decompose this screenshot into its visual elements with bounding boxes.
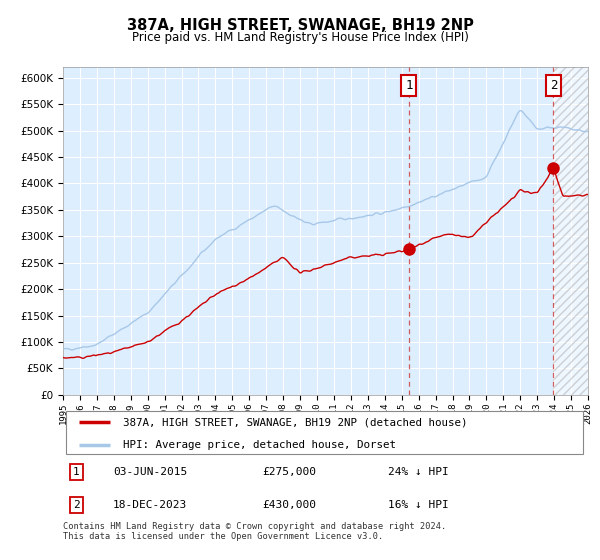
Text: 1: 1 xyxy=(73,467,79,477)
Text: £430,000: £430,000 xyxy=(263,500,317,510)
Text: 1: 1 xyxy=(405,79,413,92)
Text: 24% ↓ HPI: 24% ↓ HPI xyxy=(389,467,449,477)
Text: 387A, HIGH STREET, SWANAGE, BH19 2NP: 387A, HIGH STREET, SWANAGE, BH19 2NP xyxy=(127,18,473,33)
Bar xyxy=(553,67,588,395)
FancyBboxPatch shape xyxy=(65,411,583,454)
Text: Contains HM Land Registry data © Crown copyright and database right 2024.
This d: Contains HM Land Registry data © Crown c… xyxy=(63,522,446,542)
Text: 18-DEC-2023: 18-DEC-2023 xyxy=(113,500,187,510)
Text: 387A, HIGH STREET, SWANAGE, BH19 2NP (detached house): 387A, HIGH STREET, SWANAGE, BH19 2NP (de… xyxy=(124,417,468,427)
Text: 2: 2 xyxy=(73,500,79,510)
Text: Price paid vs. HM Land Registry's House Price Index (HPI): Price paid vs. HM Land Registry's House … xyxy=(131,31,469,44)
Text: £275,000: £275,000 xyxy=(263,467,317,477)
Text: 2: 2 xyxy=(550,79,557,92)
Text: HPI: Average price, detached house, Dorset: HPI: Average price, detached house, Dors… xyxy=(124,440,397,450)
Text: 03-JUN-2015: 03-JUN-2015 xyxy=(113,467,187,477)
Text: 16% ↓ HPI: 16% ↓ HPI xyxy=(389,500,449,510)
